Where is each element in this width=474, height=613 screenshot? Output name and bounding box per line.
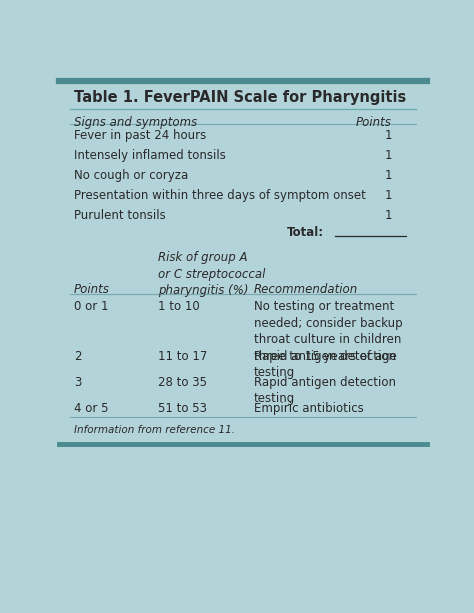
Text: Fever in past 24 hours: Fever in past 24 hours xyxy=(74,129,206,142)
Text: 4 or 5: 4 or 5 xyxy=(74,402,109,414)
Text: Presentation within three days of symptom onset: Presentation within three days of sympto… xyxy=(74,189,366,202)
Text: 1: 1 xyxy=(384,169,392,182)
Text: 1: 1 xyxy=(384,149,392,162)
Text: 3: 3 xyxy=(74,376,82,389)
Text: Rapid antigen detection
testing: Rapid antigen detection testing xyxy=(254,376,396,405)
Text: 0 or 1: 0 or 1 xyxy=(74,300,109,313)
Text: 1 to 10: 1 to 10 xyxy=(158,300,200,313)
Text: 1: 1 xyxy=(384,189,392,202)
Text: No cough or coryza: No cough or coryza xyxy=(74,169,188,182)
Text: No testing or treatment
needed; consider backup
throat culture in children
three: No testing or treatment needed; consider… xyxy=(254,300,402,363)
Text: 28 to 35: 28 to 35 xyxy=(158,376,208,389)
Text: 2: 2 xyxy=(74,349,82,363)
Text: Information from reference 11.: Information from reference 11. xyxy=(74,425,235,435)
Text: Signs and symptoms: Signs and symptoms xyxy=(74,116,197,129)
Text: Recommendation: Recommendation xyxy=(254,283,358,296)
Text: 1: 1 xyxy=(384,208,392,221)
Text: Risk of group A
or C streptococcal
pharyngitis (%): Risk of group A or C streptococcal phary… xyxy=(158,251,266,297)
Text: Rapid antigen detection
testing: Rapid antigen detection testing xyxy=(254,349,396,379)
Text: Points: Points xyxy=(74,283,110,296)
Text: Table 1. FeverPAIN Scale for Pharyngitis: Table 1. FeverPAIN Scale for Pharyngitis xyxy=(74,89,406,105)
Text: Points: Points xyxy=(356,116,392,129)
Text: 1: 1 xyxy=(384,129,392,142)
Text: Purulent tonsils: Purulent tonsils xyxy=(74,208,166,221)
Text: Intensely inflamed tonsils: Intensely inflamed tonsils xyxy=(74,149,226,162)
Text: 51 to 53: 51 to 53 xyxy=(158,402,208,414)
Text: 11 to 17: 11 to 17 xyxy=(158,349,208,363)
Text: Total:: Total: xyxy=(287,226,324,240)
Text: Empiric antibiotics: Empiric antibiotics xyxy=(254,402,364,414)
